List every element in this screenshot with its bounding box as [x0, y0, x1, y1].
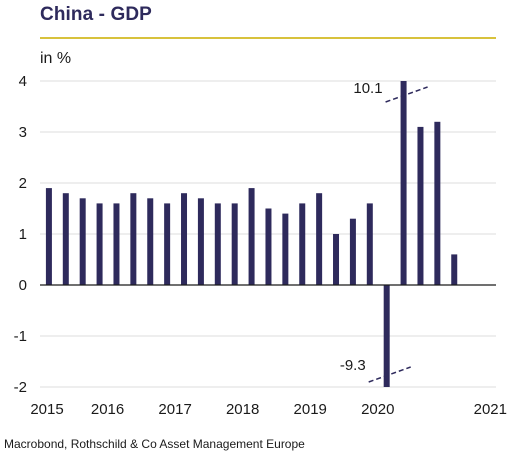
- title-underline: [40, 37, 496, 39]
- x-tick-label: 2020: [361, 401, 394, 418]
- x-tick-label: 2015: [30, 401, 63, 418]
- x-tick-label: 2016: [91, 401, 124, 418]
- unit-label: in %: [40, 50, 72, 67]
- x-tick-label: 2018: [226, 401, 259, 418]
- bar: [282, 213, 289, 285]
- y-tick-label: 3: [19, 124, 27, 141]
- bar: [130, 193, 137, 285]
- x-tick-label: 2021: [474, 401, 507, 418]
- source-note: Macrobond, Rothschild & Co Asset Managem…: [4, 437, 305, 451]
- bar: [113, 203, 120, 285]
- data-label: -9.3: [340, 357, 366, 374]
- y-tick-label: 4: [19, 73, 27, 90]
- bar: [434, 121, 441, 285]
- bar: [164, 203, 171, 285]
- bar: [214, 203, 221, 285]
- y-tick-label: 1: [19, 226, 27, 243]
- bar: [231, 203, 238, 285]
- bar: [197, 198, 204, 285]
- bar: [147, 198, 154, 285]
- bar: [400, 81, 407, 285]
- bar: [248, 188, 255, 285]
- bar: [45, 188, 52, 285]
- bar: [417, 126, 424, 286]
- y-tick-label: 0: [19, 277, 27, 294]
- y-tick-label: 2: [19, 175, 27, 192]
- bar: [181, 193, 188, 285]
- bar: [333, 234, 340, 285]
- data-label: 10.1: [353, 80, 382, 97]
- bar: [316, 193, 323, 285]
- y-tick-label: -2: [14, 379, 27, 396]
- x-tick-label: 2019: [294, 401, 327, 418]
- bar: [451, 254, 458, 285]
- bar: [96, 203, 103, 285]
- x-tick-label: 2017: [158, 401, 191, 418]
- bar: [265, 208, 272, 285]
- bar: [383, 285, 390, 387]
- bar: [299, 203, 306, 285]
- chart-title: China - GDP: [40, 4, 152, 25]
- bar: [349, 218, 356, 285]
- bar: [62, 193, 69, 285]
- bar: [79, 198, 86, 285]
- bar: [366, 203, 373, 285]
- y-tick-label: -1: [14, 328, 27, 345]
